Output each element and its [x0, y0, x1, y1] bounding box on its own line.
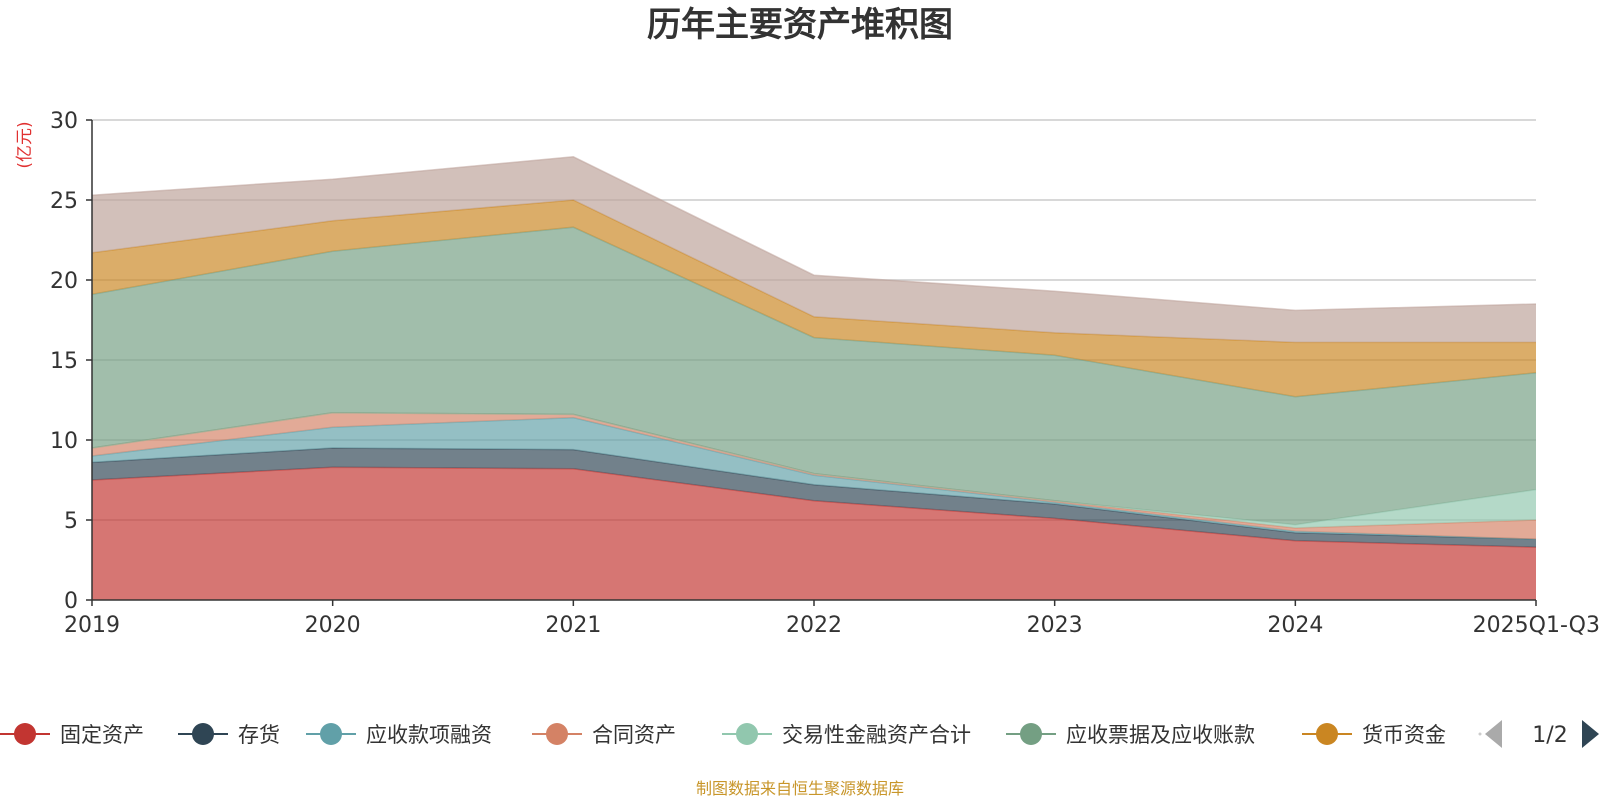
- y-tick-label: 15: [50, 349, 78, 374]
- source-note: 制图数据来自恒生聚源数据库: [696, 779, 904, 798]
- legend-item[interactable]: 固定资产: [0, 723, 144, 747]
- x-tick-label: 2022: [786, 613, 842, 638]
- area-series-2[interactable]: [92, 417, 1536, 540]
- area-series-5[interactable]: [92, 227, 1536, 525]
- x-tick-label: 2024: [1267, 613, 1323, 638]
- x-tick-label: 2020: [305, 613, 361, 638]
- legend-item[interactable]: 货币资金: [1302, 723, 1446, 747]
- x-tick-label: 2021: [545, 613, 601, 638]
- legend-marker: [192, 723, 214, 745]
- legend-item[interactable]: 合同资产: [532, 723, 676, 747]
- y-tick-label: 10: [50, 429, 78, 454]
- legend: 固定资产 存货 应收款项融资 合同资产 交易性金融资产合计 应收票据及应收账款 货币资金 1/…: [0, 720, 1599, 748]
- legend-marker: [1020, 723, 1042, 745]
- y-tick-label: 20: [50, 269, 78, 294]
- area-series-4[interactable]: [92, 412, 1536, 528]
- area-series-0[interactable]: [92, 467, 1536, 600]
- legend-marker: [546, 723, 568, 745]
- chart-title: 历年主要资产堆积图: [647, 5, 953, 45]
- legend-label: 应收票据及应收账款: [1066, 723, 1255, 747]
- area-series-3[interactable]: [92, 412, 1536, 540]
- legend-marker: [14, 723, 36, 745]
- legend-ellipsis: [1478, 732, 1482, 736]
- x-tick-label: 2025Q1-Q3: [1473, 613, 1600, 638]
- y-tick-label: 25: [50, 189, 78, 214]
- legend-item[interactable]: 交易性金融资产合计: [722, 723, 971, 747]
- legend-item[interactable]: 应收票据及应收账款: [1006, 723, 1255, 747]
- legend-label: 交易性金融资产合计: [782, 723, 971, 747]
- y-tick-label: 5: [64, 509, 78, 534]
- y-tick-label: 30: [50, 109, 78, 134]
- line-series-7: [91, 156, 1537, 312]
- legend-page-indicator: 1/2: [1532, 723, 1567, 748]
- y-tick-label: 0: [64, 589, 78, 614]
- legend-marker: [736, 723, 758, 745]
- triangle-right-icon[interactable]: [1582, 720, 1599, 748]
- legend-item[interactable]: 应收款项融资: [306, 723, 492, 747]
- legend-label: 固定资产: [60, 723, 144, 747]
- y-axis-label: (亿元): [15, 121, 35, 168]
- area-series-1[interactable]: [92, 448, 1536, 548]
- axes: 0 5 10 15 20 25 30 2019 2020 2021 2022 2023 2024 2025…: [50, 109, 1600, 638]
- legend-label: 货币资金: [1362, 723, 1446, 747]
- area-series-6[interactable]: [92, 200, 1536, 397]
- legend-marker: [320, 723, 342, 745]
- legend-label: 应收款项融资: [366, 723, 492, 747]
- legend-label: 合同资产: [592, 723, 676, 747]
- legend-marker: [1316, 723, 1338, 745]
- x-tick-label: 2019: [64, 613, 120, 638]
- triangle-left-icon[interactable]: [1485, 720, 1502, 748]
- area-series-7[interactable]: [92, 156, 1536, 343]
- x-tick-label: 2023: [1027, 613, 1083, 638]
- area-series: [91, 156, 1537, 600]
- legend-item[interactable]: 存货: [178, 723, 280, 747]
- legend-label: 存货: [238, 723, 280, 747]
